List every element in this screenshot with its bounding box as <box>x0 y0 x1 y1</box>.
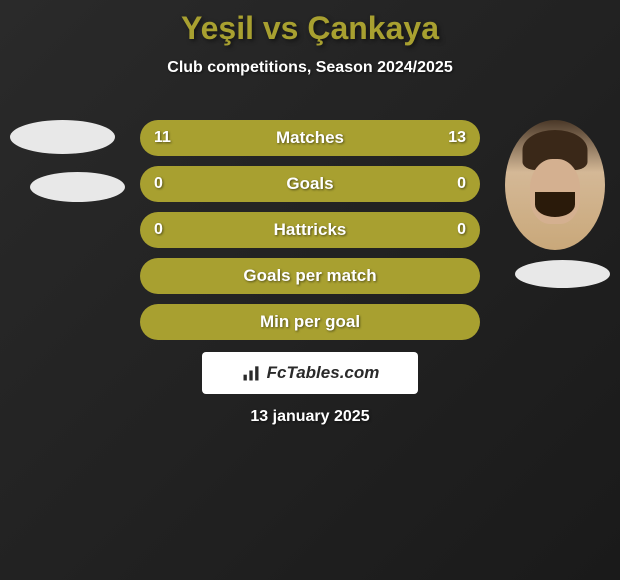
stat-label: Goals per match <box>243 266 376 286</box>
player-right-name-placeholder <box>515 260 610 288</box>
stat-label: Goals <box>286 174 333 194</box>
player-left-panel <box>10 120 125 220</box>
stat-row: 11 Matches 13 <box>140 120 480 156</box>
date-label: 13 january 2025 <box>250 408 369 426</box>
stat-value-right: 13 <box>448 129 466 147</box>
subtitle: Club competitions, Season 2024/2025 <box>0 59 620 77</box>
stat-value-right: 0 <box>457 221 466 239</box>
avatar-photo-bg <box>505 120 605 250</box>
chart-icon <box>241 363 261 383</box>
stat-row: 0 Goals 0 <box>140 166 480 202</box>
watermark-text: FcTables.com <box>267 363 380 383</box>
stat-row: Min per goal <box>140 304 480 340</box>
stat-value-left: 0 <box>154 175 163 193</box>
stat-row: 0 Hattricks 0 <box>140 212 480 248</box>
stat-value-left: 0 <box>154 221 163 239</box>
page-title: Yeşil vs Çankaya <box>0 0 620 47</box>
player-left-avatar-placeholder-2 <box>30 172 125 202</box>
stat-value-left: 11 <box>154 129 171 147</box>
stat-label: Min per goal <box>260 312 360 332</box>
stats-column: 11 Matches 13 0 Goals 0 0 Hattricks 0 Go… <box>140 120 480 350</box>
stat-label: Matches <box>276 128 344 148</box>
avatar-beard <box>535 192 575 217</box>
player-left-avatar-placeholder-1 <box>10 120 115 154</box>
stat-row: Goals per match <box>140 258 480 294</box>
watermark: FcTables.com <box>202 352 418 394</box>
stat-label: Hattricks <box>274 220 347 240</box>
infographic-container: Yeşil vs Çankaya Club competitions, Seas… <box>0 0 620 580</box>
player-right-panel <box>505 120 610 288</box>
stat-value-right: 0 <box>457 175 466 193</box>
player-right-avatar <box>505 120 605 250</box>
